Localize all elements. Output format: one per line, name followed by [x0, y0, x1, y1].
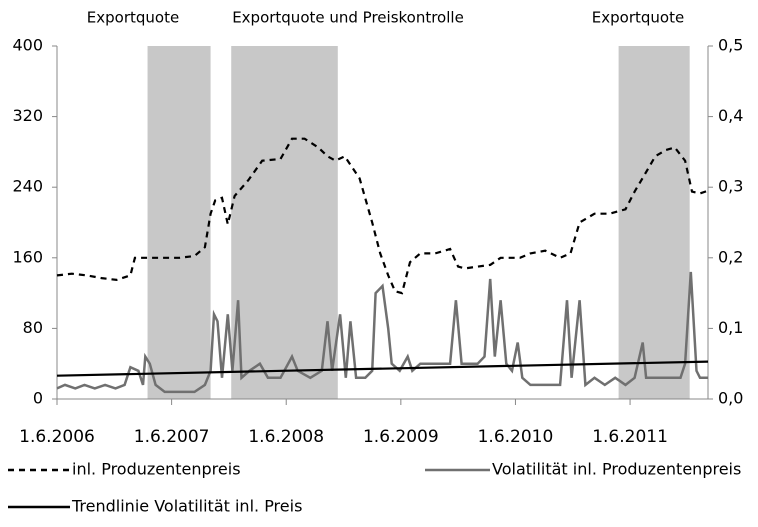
- x-tick-label: 1.6.2008: [248, 427, 324, 447]
- period-label: Exportquote: [592, 9, 684, 27]
- y-tick-label: 400: [12, 36, 43, 55]
- shaded-period: [231, 46, 338, 399]
- x-tick-label: 1.6.2009: [363, 427, 439, 447]
- y-tick-label: 160: [12, 247, 43, 266]
- shaded-period: [618, 46, 690, 399]
- series-line: [56, 271, 708, 394]
- series-line: [56, 137, 709, 295]
- y2-tick-label: 0,3: [718, 177, 743, 196]
- y2-tick-label: 0,2: [718, 247, 743, 266]
- y-tick-label: 320: [12, 106, 43, 125]
- y-tick-label: 240: [12, 177, 43, 196]
- series-line: [56, 360, 709, 377]
- y2-tick-label: 0,5: [718, 36, 743, 55]
- y2-tick-label: 0,4: [718, 106, 743, 125]
- y2-tick-label: 0,0: [718, 389, 743, 408]
- x-tick-label: 1.6.2007: [134, 427, 210, 447]
- period-label: Exportquote: [87, 9, 179, 27]
- x-tick-label: 1.6.2006: [19, 427, 95, 447]
- y-tick-label: 80: [23, 318, 43, 337]
- legend-label: inl. Produzentenpreis: [72, 460, 241, 479]
- legend-label: Volatilität inl. Produzentenpreis: [492, 460, 741, 479]
- y-tick-label: 0: [33, 389, 43, 408]
- x-tick-label: 1.6.2011: [592, 427, 668, 447]
- x-tick-label: 1.6.2010: [478, 427, 554, 447]
- period-label: Exportquote und Preiskontrolle: [232, 9, 464, 27]
- y2-tick-label: 0,1: [718, 318, 743, 337]
- legend-label: Trendlinie Volatilität inl. Preis: [71, 497, 302, 516]
- shaded-period: [147, 46, 211, 399]
